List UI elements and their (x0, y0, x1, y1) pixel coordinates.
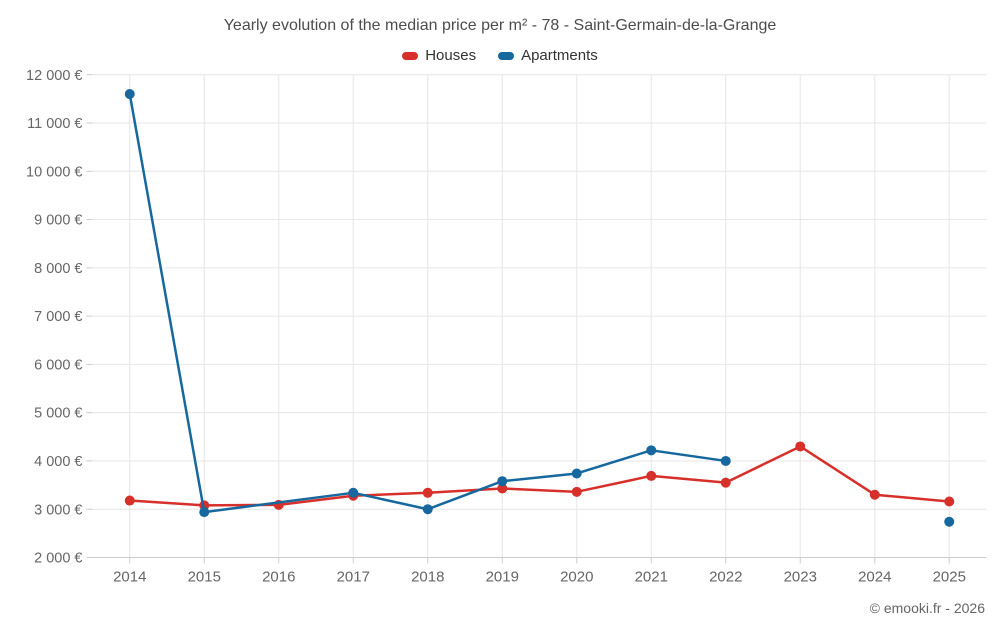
y-axis-label: 2 000 € (34, 551, 82, 567)
apartments-point-2019[interactable] (497, 476, 508, 487)
x-axis-label: 2022 (709, 569, 742, 586)
houses-point-2019[interactable] (497, 483, 508, 494)
y-axis-label: 11 000 € (27, 116, 82, 132)
apartments-point-2015[interactable] (199, 507, 210, 518)
houses-point-2023[interactable] (795, 441, 806, 452)
y-axis-label: 8 000 € (34, 261, 82, 277)
apartments-point-2022[interactable] (720, 455, 731, 466)
x-axis-label: 2019 (486, 569, 519, 586)
credits-link[interactable]: © emooki.fr - 2026 (869, 600, 985, 616)
x-axis-label: 2016 (262, 569, 295, 586)
apartments-point-2017[interactable] (348, 487, 359, 498)
y-axis-label: 5 000 € (34, 406, 82, 422)
y-axis-label: 12 000 € (26, 68, 82, 84)
x-axis-label: 2023 (784, 569, 817, 586)
x-axis-label: 2025 (933, 569, 966, 586)
legend-label-houses: Houses (425, 47, 477, 64)
houses-point-2024[interactable] (869, 489, 880, 500)
legend-item-apartments[interactable]: Apartments (498, 47, 598, 64)
apartments-line (128, 92, 727, 514)
x-axis-label: 2018 (411, 569, 444, 586)
y-axis-label: 3 000 € (34, 502, 82, 518)
apartments-point-2018[interactable] (422, 504, 433, 515)
houses-legend-swatch-icon (402, 51, 419, 60)
houses-point-2025[interactable] (944, 496, 955, 507)
houses-point-2018[interactable] (422, 487, 433, 498)
x-axis-label: 2020 (560, 569, 593, 586)
chart-title: Yearly evolution of the median price per… (223, 17, 777, 34)
y-axis-label: 4 000 € (34, 454, 82, 470)
apartments-legend-swatch-icon (498, 51, 515, 60)
houses-point-2020[interactable] (571, 486, 582, 497)
apartments-point-2025[interactable] (944, 516, 955, 527)
x-axis-label: 2014 (113, 569, 146, 586)
legend-label-apartments: Apartments (521, 47, 598, 64)
legend-item-houses[interactable]: Houses (402, 47, 476, 64)
y-axis-label: 9 000 € (34, 213, 82, 229)
houses-point-2021[interactable] (646, 470, 657, 481)
x-axis-label: 2017 (337, 569, 370, 586)
x-axis-label: 2021 (635, 569, 668, 586)
houses-line (128, 445, 951, 507)
houses-point-2022[interactable] (720, 477, 731, 488)
y-axis-label: 6 000 € (34, 357, 82, 373)
apartments-point-2014[interactable] (124, 89, 135, 100)
y-axis-label: 10 000 € (26, 164, 82, 180)
legend: Houses Apartments (0, 47, 1000, 64)
y-axis-label: 7 000 € (34, 309, 82, 325)
apartments-point-2021[interactable] (646, 445, 657, 456)
apartments-point-2020[interactable] (571, 468, 582, 479)
houses-point-2014[interactable] (124, 495, 135, 506)
x-axis-label: 2015 (188, 569, 221, 586)
x-axis-label: 2024 (858, 569, 891, 586)
